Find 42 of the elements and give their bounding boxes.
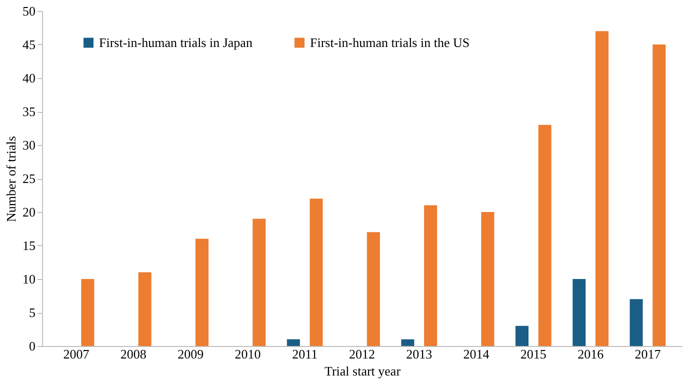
x-axis-title: Trial start year [324, 364, 402, 378]
x-tick-label: 2008 [120, 346, 146, 362]
y-tick-label: 40 [22, 70, 36, 86]
y-tick-label: 25 [22, 171, 36, 186]
bar [401, 339, 414, 346]
bar [630, 299, 643, 346]
y-tick-label: 30 [22, 138, 36, 152]
x-tick-label: 2016 [578, 346, 604, 362]
x-tick-label: 2014 [463, 346, 490, 362]
bar [596, 31, 608, 346]
y-tick-label: 15 [22, 238, 36, 253]
x-tick-label: 2011 [292, 346, 318, 362]
legend-label: First-in-human trials in Japan [99, 34, 253, 50]
bar [424, 205, 438, 346]
bar [572, 279, 586, 346]
bar [81, 279, 94, 346]
y-tick-label: 45 [22, 37, 36, 52]
bar [538, 124, 552, 346]
x-tick-label: 2017 [634, 346, 662, 362]
y-tick-label: 0 [29, 338, 36, 354]
y-tick-label: 50 [22, 4, 36, 18]
x-tick-label: 2009 [178, 346, 204, 362]
y-tick-label: 35 [22, 104, 36, 119]
bar [310, 198, 323, 346]
y-tick-label: 5 [29, 305, 36, 320]
x-tick-label: 2013 [406, 346, 432, 362]
bar [252, 218, 266, 346]
x-tick-label: 2012 [349, 346, 375, 362]
x-tick-label: 2007 [63, 346, 90, 362]
bar [286, 339, 300, 346]
bar [516, 326, 528, 346]
bar [138, 272, 152, 346]
bar [481, 212, 494, 346]
x-tick-label: 2010 [234, 346, 261, 362]
y-tick-label: 10 [22, 272, 36, 286]
bar [652, 44, 666, 346]
x-tick-label: 2015 [520, 346, 546, 362]
bar [196, 238, 208, 346]
y-tick-label: 20 [22, 204, 36, 220]
bar [366, 232, 380, 346]
legend-label: First-in-human trials in the US [310, 34, 470, 50]
y-axis-title: Number of trials [4, 136, 18, 222]
